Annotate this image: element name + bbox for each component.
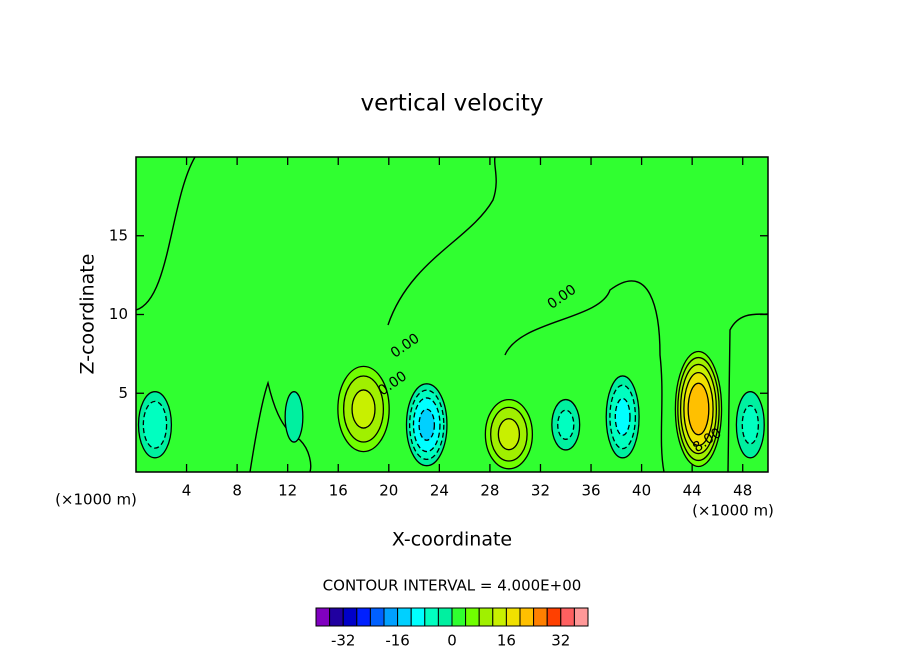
x-tick-label: 28: [480, 482, 499, 500]
colorbar-tick-label: -16: [385, 632, 410, 650]
x-tick-label: 48: [733, 482, 752, 500]
contour-level: [614, 397, 631, 436]
x-axis-label: X-coordinate: [392, 529, 512, 551]
contour-level: [284, 391, 304, 443]
y-tick-label: 15: [109, 226, 128, 244]
x-tick-label: 20: [379, 482, 398, 500]
colorbar-box: [369, 607, 385, 627]
colorbar-box: [397, 607, 412, 627]
y-unit: (×1000 m): [55, 491, 137, 509]
colorbar-box: [356, 607, 371, 627]
contour-level: [418, 408, 436, 441]
background-field: [136, 157, 768, 472]
colorbar-box: [329, 607, 344, 627]
x-tick-label: 8: [232, 482, 242, 500]
y-tick-label: 5: [118, 384, 128, 402]
x-tick-label: 40: [632, 482, 651, 500]
colorbar-tick-label: 16: [497, 632, 516, 650]
chart-title: vertical velocity: [361, 91, 544, 117]
colorbar-box: [451, 607, 467, 627]
colorbar-box: [505, 607, 521, 627]
colorbar-tick-label: -32: [331, 632, 356, 650]
colorbar-box: [315, 607, 331, 627]
x-tick-label: 24: [430, 482, 449, 500]
contour-interval: CONTOUR INTERVAL = 4.000E+00: [323, 577, 582, 595]
zero-contour: [387, 157, 497, 326]
zero-contour: [249, 380, 312, 472]
x-unit: (×1000 m): [692, 502, 774, 520]
colorbar-box: [492, 607, 507, 627]
contour-level: [142, 400, 168, 449]
x-tick-label: 36: [581, 482, 600, 500]
x-tick-label: 4: [182, 482, 192, 500]
colorbar-box: [560, 607, 575, 627]
contour-level: [687, 382, 710, 436]
colorbar-tick-label: 0: [447, 632, 457, 650]
contour-level: [351, 389, 376, 429]
colorbar-box: [533, 607, 548, 627]
colorbar-box: [342, 607, 358, 627]
colorbar-box: [546, 607, 562, 627]
x-tick-label: 44: [683, 482, 702, 500]
x-tick-label: 12: [278, 482, 297, 500]
contour-level: [557, 409, 575, 440]
colorbar-box: [465, 607, 480, 627]
x-tick-label: 16: [329, 482, 348, 500]
zero-contour: [136, 157, 196, 311]
colorbar-tick-label: 32: [551, 632, 570, 650]
x-tick-label: 32: [531, 482, 550, 500]
plot-area: 0.000.000.008.00: [136, 157, 768, 472]
colorbar-box: [573, 607, 589, 627]
colorbar-box: [383, 607, 399, 627]
zero-contour: [504, 280, 665, 472]
colorbar-box: [437, 607, 453, 627]
colorbar-box: [410, 607, 426, 627]
contour-level: [497, 418, 521, 451]
y-axis-label: Z-coordinate: [77, 254, 99, 375]
y-tick-label: 10: [109, 305, 128, 323]
contour-level: [741, 405, 759, 445]
colorbar-box: [478, 607, 494, 627]
colorbar-box: [424, 607, 439, 627]
colorbar-box: [519, 607, 535, 627]
